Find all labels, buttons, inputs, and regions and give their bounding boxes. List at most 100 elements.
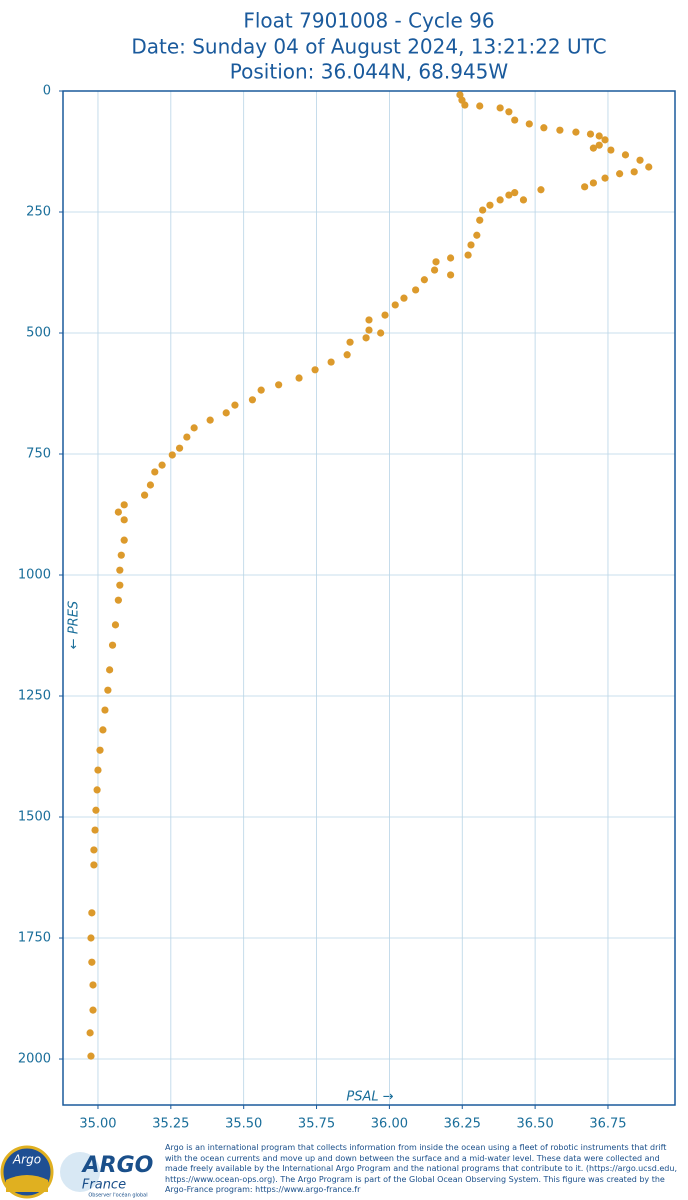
data-point bbox=[412, 286, 420, 294]
data-point bbox=[114, 596, 122, 604]
data-point bbox=[206, 416, 214, 424]
data-point bbox=[88, 958, 96, 966]
data-point bbox=[496, 104, 504, 112]
data-point bbox=[86, 1029, 94, 1037]
data-point bbox=[231, 401, 239, 409]
data-point bbox=[581, 183, 589, 191]
data-point bbox=[275, 381, 283, 389]
data-point bbox=[589, 144, 598, 152]
data-point bbox=[120, 516, 128, 524]
data-point bbox=[92, 806, 100, 814]
data-point bbox=[365, 316, 373, 324]
y-tick-label: 500 bbox=[26, 326, 51, 341]
chart-subtitle: Position: 36.044N, 68.945W bbox=[230, 60, 509, 84]
x-tick-label: 36.50 bbox=[517, 1117, 554, 1132]
data-point bbox=[630, 168, 638, 176]
data-point bbox=[190, 424, 198, 432]
x-tick-label: 35.25 bbox=[152, 1117, 189, 1132]
data-point bbox=[183, 433, 191, 441]
data-point bbox=[91, 826, 99, 834]
logo-text: ARGO bbox=[81, 1153, 154, 1178]
data-point bbox=[116, 566, 124, 574]
data-point bbox=[476, 102, 484, 110]
data-point bbox=[346, 338, 354, 346]
data-point bbox=[645, 163, 653, 171]
logo-text: Argo bbox=[12, 1153, 41, 1167]
data-point bbox=[114, 508, 122, 516]
data-point bbox=[381, 311, 389, 319]
y-tick-label: 250 bbox=[26, 205, 51, 220]
logo-text: Observer l'océan global bbox=[88, 1192, 147, 1199]
data-point bbox=[116, 581, 124, 589]
data-point bbox=[586, 130, 595, 138]
logo-wave bbox=[6, 1175, 48, 1192]
data-point bbox=[511, 116, 519, 124]
data-point bbox=[601, 174, 609, 182]
y-tick-label: 1750 bbox=[18, 931, 51, 946]
data-point bbox=[295, 374, 303, 382]
data-point bbox=[447, 254, 455, 262]
data-point bbox=[636, 156, 644, 164]
data-point bbox=[248, 396, 257, 404]
logo-text: France bbox=[82, 1178, 126, 1193]
data-point bbox=[519, 196, 528, 204]
data-point bbox=[505, 108, 513, 116]
data-point bbox=[327, 358, 335, 366]
data-point bbox=[141, 491, 149, 499]
y-tick-label: 1000 bbox=[18, 568, 51, 583]
x-axis-label: PSAL → bbox=[346, 1090, 393, 1105]
data-point bbox=[90, 846, 98, 854]
data-point bbox=[420, 276, 428, 284]
data-point bbox=[343, 351, 351, 359]
data-point bbox=[589, 179, 598, 187]
data-point bbox=[117, 551, 125, 559]
data-point bbox=[365, 326, 373, 334]
data-point bbox=[621, 151, 630, 159]
x-tick-label: 36.75 bbox=[589, 1117, 626, 1132]
data-point bbox=[257, 386, 265, 394]
data-point bbox=[595, 132, 603, 140]
data-point bbox=[447, 271, 455, 279]
data-point bbox=[461, 101, 469, 109]
data-point bbox=[467, 241, 475, 249]
data-point bbox=[479, 206, 487, 214]
data-point bbox=[87, 934, 95, 942]
data-point bbox=[607, 146, 615, 154]
argo-logo: Argo bbox=[0, 1145, 54, 1199]
chart-title: Float 7901008 - Cycle 96 bbox=[243, 9, 494, 33]
data-point bbox=[540, 124, 548, 132]
data-point bbox=[311, 366, 319, 374]
data-point bbox=[476, 216, 484, 224]
data-point bbox=[537, 186, 545, 194]
data-point bbox=[430, 266, 439, 274]
x-tick-label: 35.50 bbox=[225, 1117, 262, 1132]
x-tick-label: 35.75 bbox=[298, 1117, 335, 1132]
data-point bbox=[362, 334, 370, 342]
data-point bbox=[391, 301, 399, 309]
data-point bbox=[108, 641, 117, 649]
data-point bbox=[525, 120, 533, 128]
data-point bbox=[146, 481, 155, 489]
data-point bbox=[616, 170, 624, 178]
chart-subtitle: Date: Sunday 04 of August 2024, 13:21:22… bbox=[131, 35, 606, 59]
data-point bbox=[87, 1052, 95, 1060]
data-point bbox=[464, 251, 472, 259]
data-point bbox=[90, 861, 98, 869]
data-point bbox=[96, 746, 104, 754]
data-point bbox=[106, 666, 114, 674]
data-point bbox=[400, 294, 408, 302]
data-point bbox=[556, 126, 564, 134]
data-point bbox=[377, 329, 385, 337]
y-tick-label: 750 bbox=[26, 447, 51, 462]
x-tick-label: 36.00 bbox=[371, 1117, 408, 1132]
data-point bbox=[222, 409, 230, 417]
data-point bbox=[505, 191, 513, 199]
data-point bbox=[101, 706, 109, 714]
logo-globe bbox=[60, 1152, 100, 1192]
y-tick-label: 1250 bbox=[18, 689, 51, 704]
data-point bbox=[496, 196, 504, 204]
data-point bbox=[120, 536, 128, 544]
data-point bbox=[511, 189, 519, 197]
data-point bbox=[104, 686, 112, 694]
data-point bbox=[601, 136, 609, 144]
